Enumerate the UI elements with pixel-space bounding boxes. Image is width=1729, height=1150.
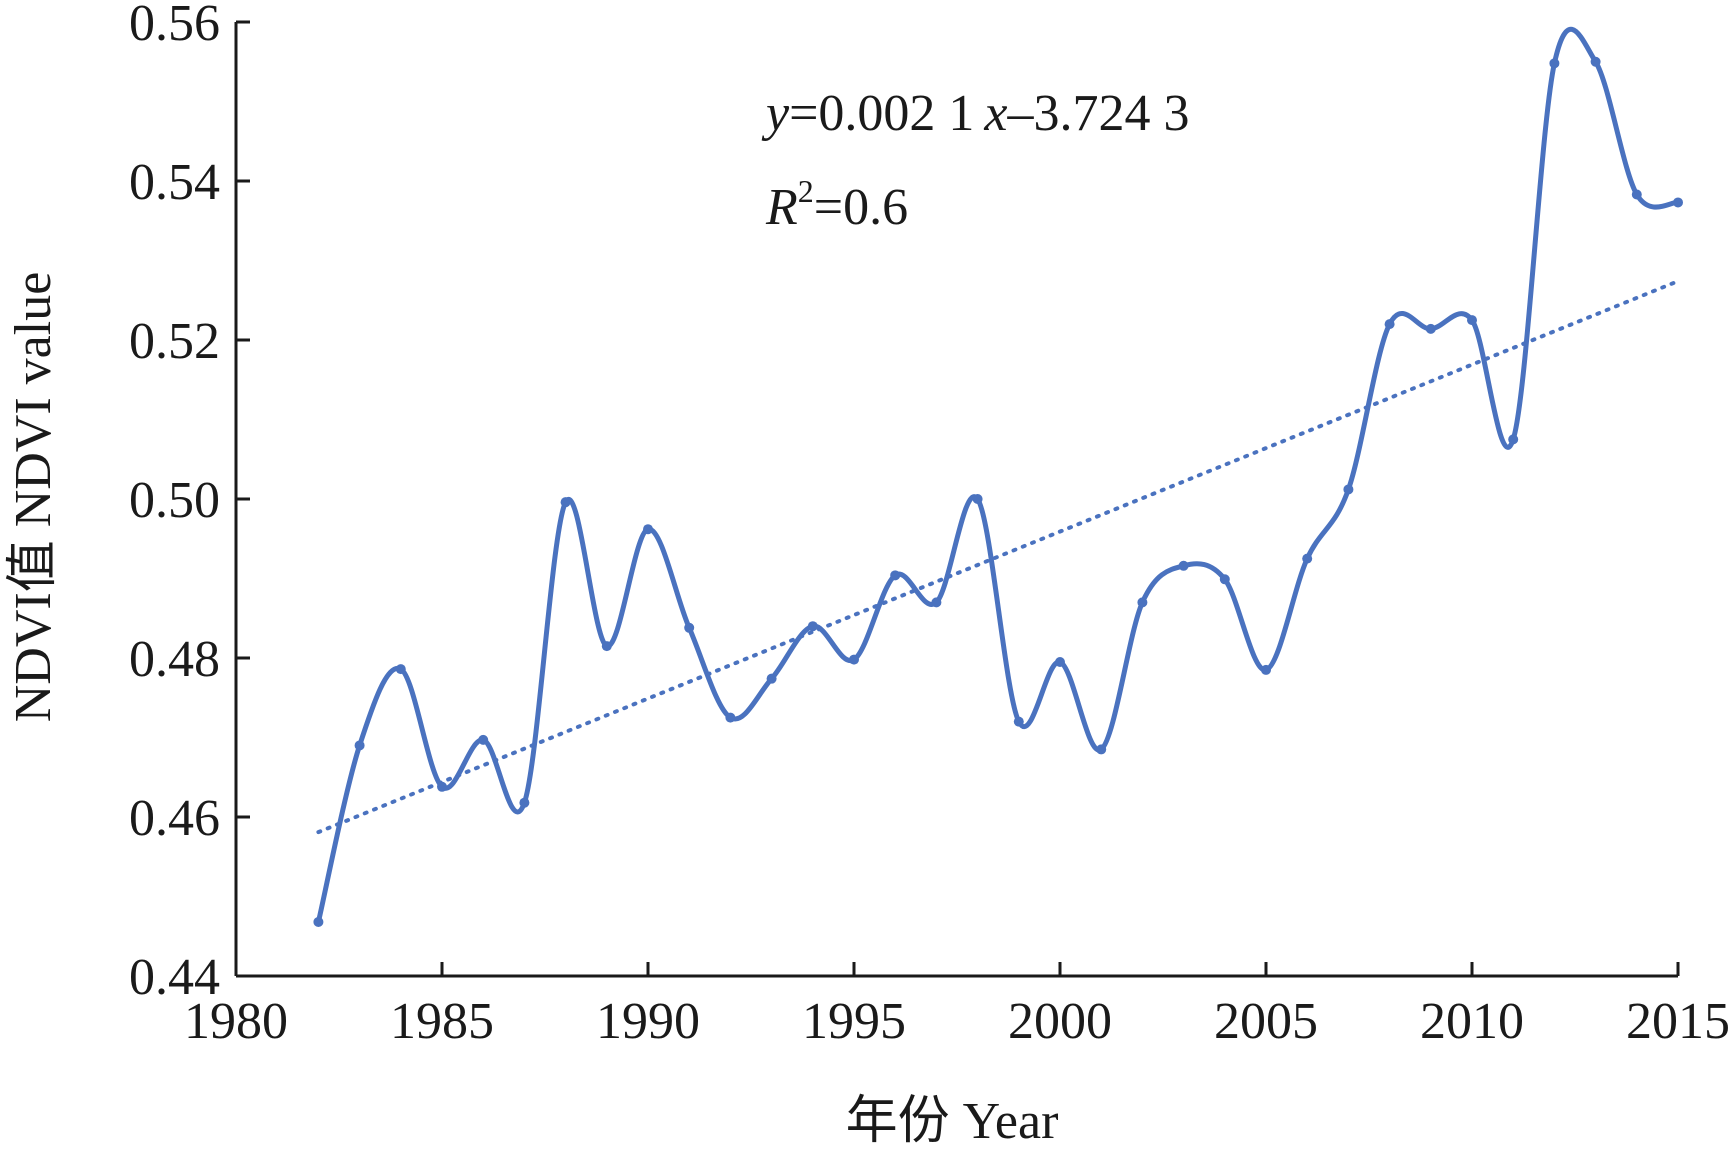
x-tick-label: 2000 xyxy=(1008,993,1112,1050)
equation-mid: =0.002 1 xyxy=(789,85,974,142)
data-point-1982 xyxy=(313,916,324,927)
r2-rest: =0.6 xyxy=(814,179,908,236)
x-tick-label: 2010 xyxy=(1420,993,1524,1050)
data-point-1998 xyxy=(972,494,983,504)
data-point-1985 xyxy=(437,781,447,792)
y-tick-label: 0.56 xyxy=(129,0,220,52)
x-tick-label: 2005 xyxy=(1214,993,1318,1050)
x-tick-label: 1985 xyxy=(390,993,494,1050)
r-squared: R2=0.6 xyxy=(765,173,908,236)
data-point-1992 xyxy=(725,712,736,723)
r2-superscript: 2 xyxy=(798,173,814,209)
data-point-2015 xyxy=(1673,197,1683,208)
data-point-1994 xyxy=(807,621,818,632)
y-tick-label: 0.54 xyxy=(129,154,220,211)
x-axis-title: 年份 Year xyxy=(846,1093,1059,1150)
x-tick-label: 1990 xyxy=(596,993,700,1050)
data-point-1984 xyxy=(395,664,406,675)
data-point-2014 xyxy=(1631,189,1642,200)
data-point-1999 xyxy=(1013,716,1024,727)
regression-equation: y=0.002 1 x–3.724 3 xyxy=(761,85,1190,142)
data-point-1987 xyxy=(519,797,530,808)
y-tick-label: 0.50 xyxy=(129,472,220,529)
x-tick-label: 2015 xyxy=(1626,993,1729,1050)
data-point-2007 xyxy=(1343,484,1354,495)
data-point-1997 xyxy=(931,597,942,608)
data-point-2001 xyxy=(1096,744,1107,755)
data-point-2000 xyxy=(1055,656,1065,667)
y-tick-label: 0.52 xyxy=(129,313,220,370)
x-tick-label: 1980 xyxy=(184,993,288,1050)
data-point-2011 xyxy=(1508,434,1519,445)
data-point-1991 xyxy=(684,622,695,633)
data-point-1996 xyxy=(890,570,901,581)
data-point-2008 xyxy=(1384,319,1395,330)
data-point-2004 xyxy=(1219,574,1230,585)
data-point-2012 xyxy=(1549,58,1560,69)
data-point-2003 xyxy=(1178,560,1189,571)
data-point-1995 xyxy=(849,654,859,665)
x-ticks: 1980 1985 1990 1995 2000 2005 2010 2015 xyxy=(184,962,1729,1050)
ndvi-series-line xyxy=(315,26,1681,925)
equation-var-x: x xyxy=(983,85,1007,142)
axes xyxy=(234,22,1678,978)
r2-var: R xyxy=(765,179,798,236)
data-point-2005 xyxy=(1261,664,1271,675)
data-point-1983 xyxy=(354,740,365,751)
equation-var-y: y xyxy=(761,85,790,142)
y-tick-label: 0.48 xyxy=(129,631,220,688)
data-point-1993 xyxy=(766,673,777,684)
trend-line xyxy=(316,279,1680,835)
data-point-1986 xyxy=(478,734,489,745)
y-tick-label: 0.46 xyxy=(129,790,220,847)
data-point-1989 xyxy=(601,641,612,652)
y-ticks: 0.44 0.46 0.48 0.50 0.52 0.54 0.56 xyxy=(129,0,250,1006)
data-point-1990 xyxy=(643,524,653,535)
ndvi-series-points xyxy=(313,56,1683,927)
data-point-2013 xyxy=(1590,56,1601,67)
y-tick-label: 0.44 xyxy=(129,949,220,1006)
x-tick-label: 1995 xyxy=(802,993,906,1050)
data-point-2009 xyxy=(1425,323,1436,334)
data-point-2002 xyxy=(1137,597,1148,608)
y-axis-title: NDVI值 NDVI value xyxy=(5,272,62,723)
data-point-2006 xyxy=(1302,553,1313,564)
data-point-1988 xyxy=(560,497,571,508)
equation-rest: –3.724 3 xyxy=(1007,85,1190,142)
data-point-2010 xyxy=(1467,315,1477,326)
